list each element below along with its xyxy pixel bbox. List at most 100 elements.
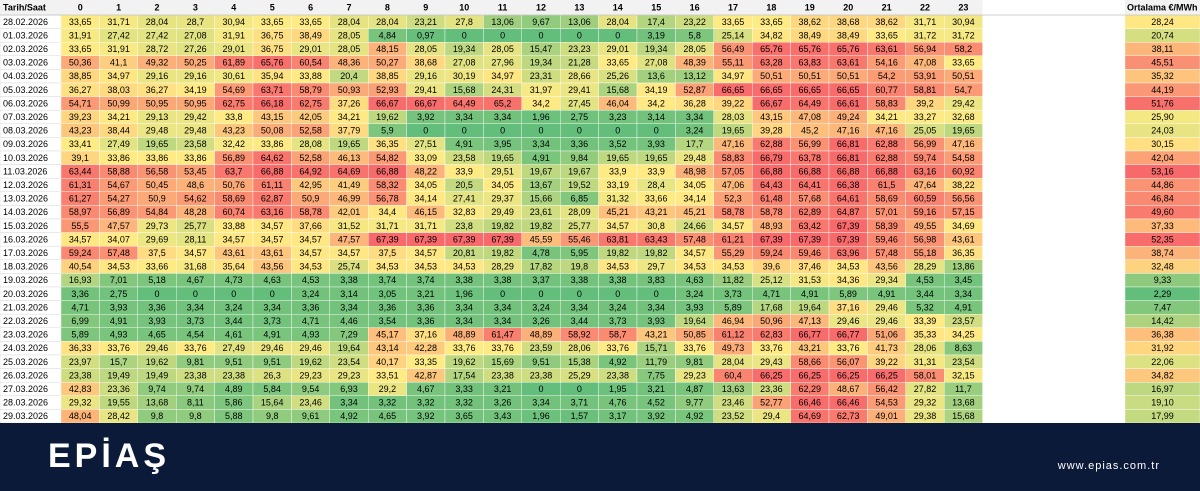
price-value: 46,04 xyxy=(607,98,630,108)
average-value: 44,19 xyxy=(1151,85,1174,95)
price-value: 29,49 xyxy=(491,207,514,217)
price-value: 19,62 xyxy=(146,357,169,367)
price-value: 31,31 xyxy=(914,357,937,367)
price-value: 66,67 xyxy=(415,98,438,108)
price-value: 50,9 xyxy=(148,194,166,204)
price-value: 28,03 xyxy=(722,112,745,122)
average-value: 32,48 xyxy=(1151,262,1174,272)
price-value: 3,24 xyxy=(686,126,704,136)
price-value: 13,86 xyxy=(952,262,975,272)
price-value: 29,4 xyxy=(763,411,781,421)
price-value: 67,39 xyxy=(491,234,514,244)
average-value: 14,42 xyxy=(1151,316,1174,326)
price-value: 4,91 xyxy=(955,302,973,312)
price-value: 36,75 xyxy=(261,30,284,40)
price-value: 33,66 xyxy=(645,194,668,204)
price-value: 26,3 xyxy=(263,370,281,380)
price-value: 3,24 xyxy=(686,289,704,299)
average-value: 7,47 xyxy=(1154,302,1172,312)
price-value: 58,01 xyxy=(914,370,937,380)
price-value: 43,61 xyxy=(261,248,284,258)
price-value: 66,88 xyxy=(760,166,783,176)
price-value: 34,57 xyxy=(607,221,630,231)
price-value: 25,26 xyxy=(607,71,630,81)
price-value: 3,32 xyxy=(417,398,435,408)
price-value: 48,04 xyxy=(69,411,92,421)
price-value: 34,57 xyxy=(722,221,745,231)
price-value: 33,65 xyxy=(760,17,783,27)
epias-logo: EPİAŞ xyxy=(48,437,171,475)
price-value: 59,16 xyxy=(914,207,937,217)
average-value: 46,84 xyxy=(1151,194,1174,204)
price-value: 6,99 xyxy=(71,316,89,326)
price-value: 0 xyxy=(231,289,236,299)
price-value: 3,34 xyxy=(455,302,473,312)
price-value: 48,6 xyxy=(187,180,205,190)
hour-header: 23 xyxy=(958,3,968,13)
price-value: 23,46 xyxy=(299,398,322,408)
price-value: 28,06 xyxy=(568,343,591,353)
price-value: 17,7 xyxy=(686,139,704,149)
price-value: 46,99 xyxy=(338,194,361,204)
price-value: 40,17 xyxy=(376,357,399,367)
price-value: 0 xyxy=(462,126,467,136)
date-label: 26.03.2026 xyxy=(3,370,48,380)
price-value: 56,99 xyxy=(799,139,822,149)
price-value: 33,86 xyxy=(107,153,130,163)
price-value: 1,96 xyxy=(455,289,473,299)
price-value: 9,81 xyxy=(187,357,205,367)
price-value: 63,83 xyxy=(799,58,822,68)
price-value: 29,37 xyxy=(491,194,514,204)
price-value: 3,44 xyxy=(571,316,589,326)
price-value: 64,69 xyxy=(338,166,361,176)
price-value: 53,91 xyxy=(914,71,937,81)
hour-header: 8 xyxy=(385,3,390,13)
price-value: 28,72 xyxy=(146,44,169,54)
date-label: 18.03.2026 xyxy=(3,262,48,272)
price-value: 67,39 xyxy=(799,234,822,244)
price-value: 58,39 xyxy=(875,221,898,231)
price-value: 29,46 xyxy=(837,316,860,326)
price-value: 63,71 xyxy=(261,85,284,95)
average-value: 30,15 xyxy=(1151,139,1174,149)
price-value: 54,69 xyxy=(223,85,246,95)
price-value: 27,42 xyxy=(107,30,130,40)
price-value: 3,92 xyxy=(647,411,665,421)
price-value: 34,53 xyxy=(107,262,130,272)
price-value: 48,98 xyxy=(683,166,706,176)
price-value: 15,7 xyxy=(110,357,128,367)
price-value: 3,21 xyxy=(494,384,512,394)
date-label: 07.03.2026 xyxy=(3,112,48,122)
price-value: 28,05 xyxy=(491,44,514,54)
price-value: 29,23 xyxy=(683,370,706,380)
price-value: 56,49 xyxy=(722,44,745,54)
date-label: 06.03.2026 xyxy=(3,98,48,108)
hour-header: 12 xyxy=(536,3,546,13)
date-label: 28.03.2026 xyxy=(3,398,48,408)
price-value: 34,36 xyxy=(837,275,860,285)
price-value: 58,69 xyxy=(223,194,246,204)
price-value: 66,88 xyxy=(875,166,898,176)
price-value: 39,6 xyxy=(763,262,781,272)
price-value: 50,27 xyxy=(376,58,399,68)
price-value: 19,55 xyxy=(107,398,130,408)
price-value: 61,11 xyxy=(261,180,283,190)
price-value: 3,34 xyxy=(532,139,550,149)
price-value: 19,82 xyxy=(530,221,553,231)
price-value: 34,19 xyxy=(645,85,668,95)
price-value: 50,99 xyxy=(107,98,130,108)
price-value: 23,58 xyxy=(184,139,207,149)
price-value: 9,74 xyxy=(187,384,205,394)
date-label: 20.03.2026 xyxy=(3,289,48,299)
price-value: 9,8 xyxy=(266,411,279,421)
price-value: 34,53 xyxy=(837,262,860,272)
price-value: 64,92 xyxy=(299,166,322,176)
price-value: 34,57 xyxy=(299,248,322,258)
hour-header: 0 xyxy=(78,3,83,13)
price-value: 31,68 xyxy=(184,262,207,272)
price-value: 50,93 xyxy=(338,85,361,95)
price-value: 43,21 xyxy=(645,330,668,340)
price-value: 63,96 xyxy=(837,248,860,258)
price-value: 43,56 xyxy=(875,262,898,272)
price-value: 62,83 xyxy=(760,330,783,340)
